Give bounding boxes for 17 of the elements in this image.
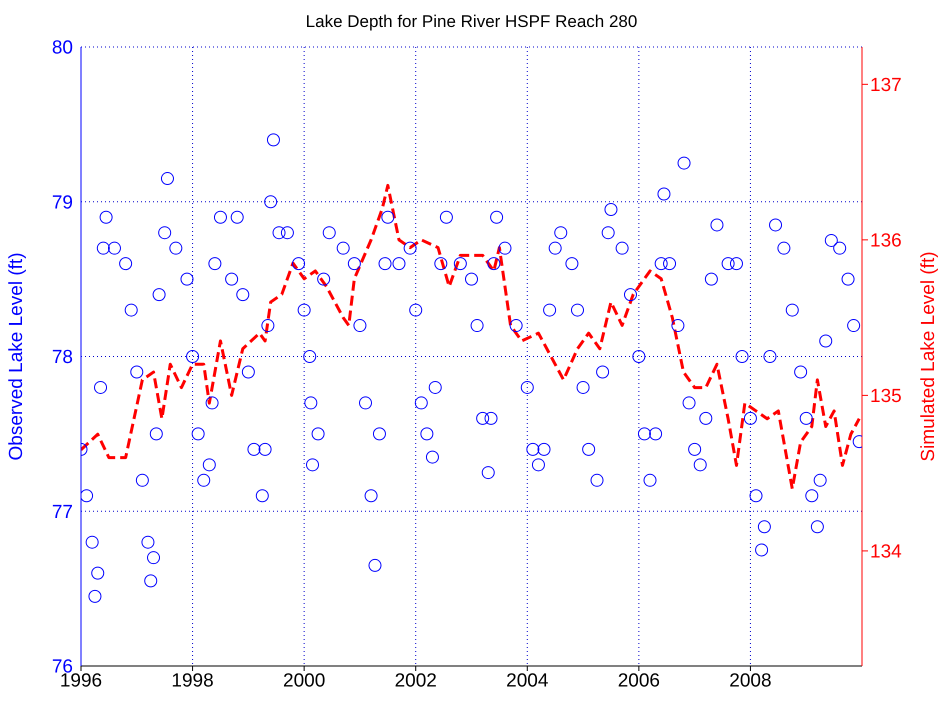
y-tick-label: 79 (52, 192, 73, 214)
y-axis-title: Observed Lake Level (ft) (6, 252, 27, 461)
y-tick-label: 80 (52, 38, 73, 59)
y-tick-label: 77 (52, 502, 73, 523)
y2-tick-label: 136 (870, 230, 902, 252)
x-tick-label: 1998 (171, 670, 214, 692)
x-tick-label: 2000 (283, 670, 326, 692)
x-tick-label: 2008 (729, 670, 772, 692)
x-tick-label: 2006 (618, 670, 660, 692)
x-tick-label: 2002 (394, 670, 437, 692)
y2-tick-label: 135 (870, 386, 902, 408)
chart-title: Lake Depth for Pine River HSPF Reach 280 (304, 12, 638, 32)
x-tick-label: 2004 (506, 670, 549, 692)
y2-tick-label: 134 (870, 542, 902, 563)
y-tick-label: 78 (52, 347, 73, 368)
y2-tick-label: 137 (870, 75, 902, 96)
y2-axis-title: Simulated Lake Level (ft) (918, 251, 939, 462)
